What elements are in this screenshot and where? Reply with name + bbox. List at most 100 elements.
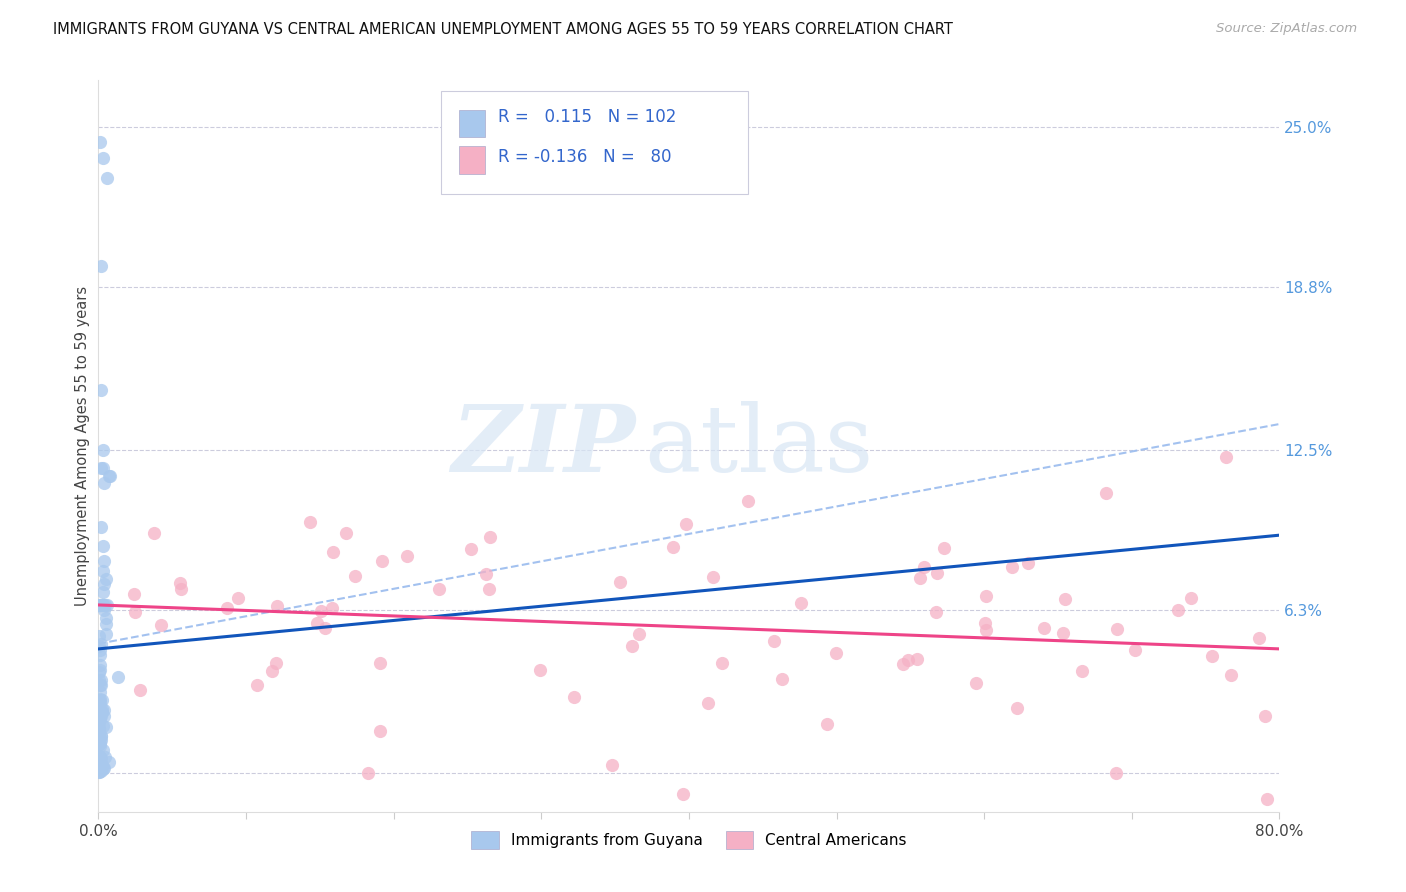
Point [89,691,111,706]
Point [93,603,115,617]
Point [910,571,932,585]
Point [91,565,114,579]
Point [228,591,250,605]
Point [87,665,110,680]
Text: Source: ZipAtlas.com: Source: ZipAtlas.com [1216,22,1357,36]
Point [90,764,112,778]
Point [322,545,344,559]
Point [91,598,114,612]
Point [87,639,110,653]
Point [91,585,114,599]
Point [262,665,284,679]
Point [90,729,112,743]
Point [87,735,110,749]
Point [478,582,501,596]
Point [1105,766,1128,780]
Text: IMMIGRANTS FROM GUYANA VS CENTRAL AMERICAN UNEMPLOYMENT AMONG AGES 55 TO 59 YEAR: IMMIGRANTS FROM GUYANA VS CENTRAL AMERIC… [53,22,953,37]
Point [90,729,112,743]
Point [87,737,110,751]
Point [90,751,112,765]
Point [89,711,111,725]
Point [90,598,112,612]
Point [89,731,111,745]
Point [89,643,111,657]
Point [87,673,110,688]
Point [1052,625,1074,640]
Point [93,703,115,717]
Legend: Immigrants from Guyana, Central Americans: Immigrants from Guyana, Central American… [465,824,912,855]
Point [124,587,146,601]
Point [90,692,112,706]
Point [702,570,724,584]
Point [87,737,110,751]
Point [90,759,112,773]
Point [93,750,115,764]
Point [94,598,117,612]
Y-axis label: Unemployment Among Ages 55 to 59 years: Unemployment Among Ages 55 to 59 years [75,286,90,606]
Point [89,757,111,772]
Point [93,554,115,568]
Point [1107,623,1129,637]
Point [912,560,935,574]
Point [321,600,343,615]
Point [925,605,948,619]
Point [87,725,110,739]
Point [89,598,111,612]
Text: R = -0.136   N =   80: R = -0.136 N = 80 [498,147,671,166]
Point [696,696,718,710]
Point [91,461,114,475]
Point [91,762,114,776]
Point [1094,486,1116,500]
Point [89,758,111,772]
Point [90,678,112,692]
Point [143,526,166,541]
Point [94,572,117,586]
Point [169,575,191,590]
Point [90,520,112,534]
Text: atlas: atlas [644,401,873,491]
Point [661,540,683,554]
Point [96,171,118,186]
Point [710,657,733,671]
Point [305,616,328,631]
Point [309,604,332,618]
Point [89,673,111,687]
Point [87,721,110,735]
Point [763,634,786,648]
Point [737,494,759,508]
Point [89,708,111,723]
Point [974,623,997,637]
Point [1219,667,1241,681]
Point [89,750,111,764]
Point [93,577,115,591]
Point [87,731,110,745]
Point [1201,649,1223,664]
Point [94,611,117,625]
Point [89,695,111,709]
Point [371,553,394,567]
Point [562,690,585,705]
Point [1167,602,1189,616]
Point [1071,664,1094,678]
Point [90,701,112,715]
Point [974,615,997,630]
Point [905,651,928,665]
Point [89,703,111,717]
Point [90,732,112,747]
Point [93,761,115,775]
Point [87,724,110,739]
Point [87,714,110,729]
Point [460,542,482,557]
Point [89,754,111,768]
Point [815,717,838,731]
Point [90,461,112,475]
Point [1032,621,1054,635]
Point [90,260,112,274]
Point [89,750,111,764]
FancyBboxPatch shape [458,146,485,174]
Point [89,684,111,698]
Point [627,627,650,641]
Point [87,749,110,764]
Point [609,575,631,590]
Point [1247,631,1270,645]
